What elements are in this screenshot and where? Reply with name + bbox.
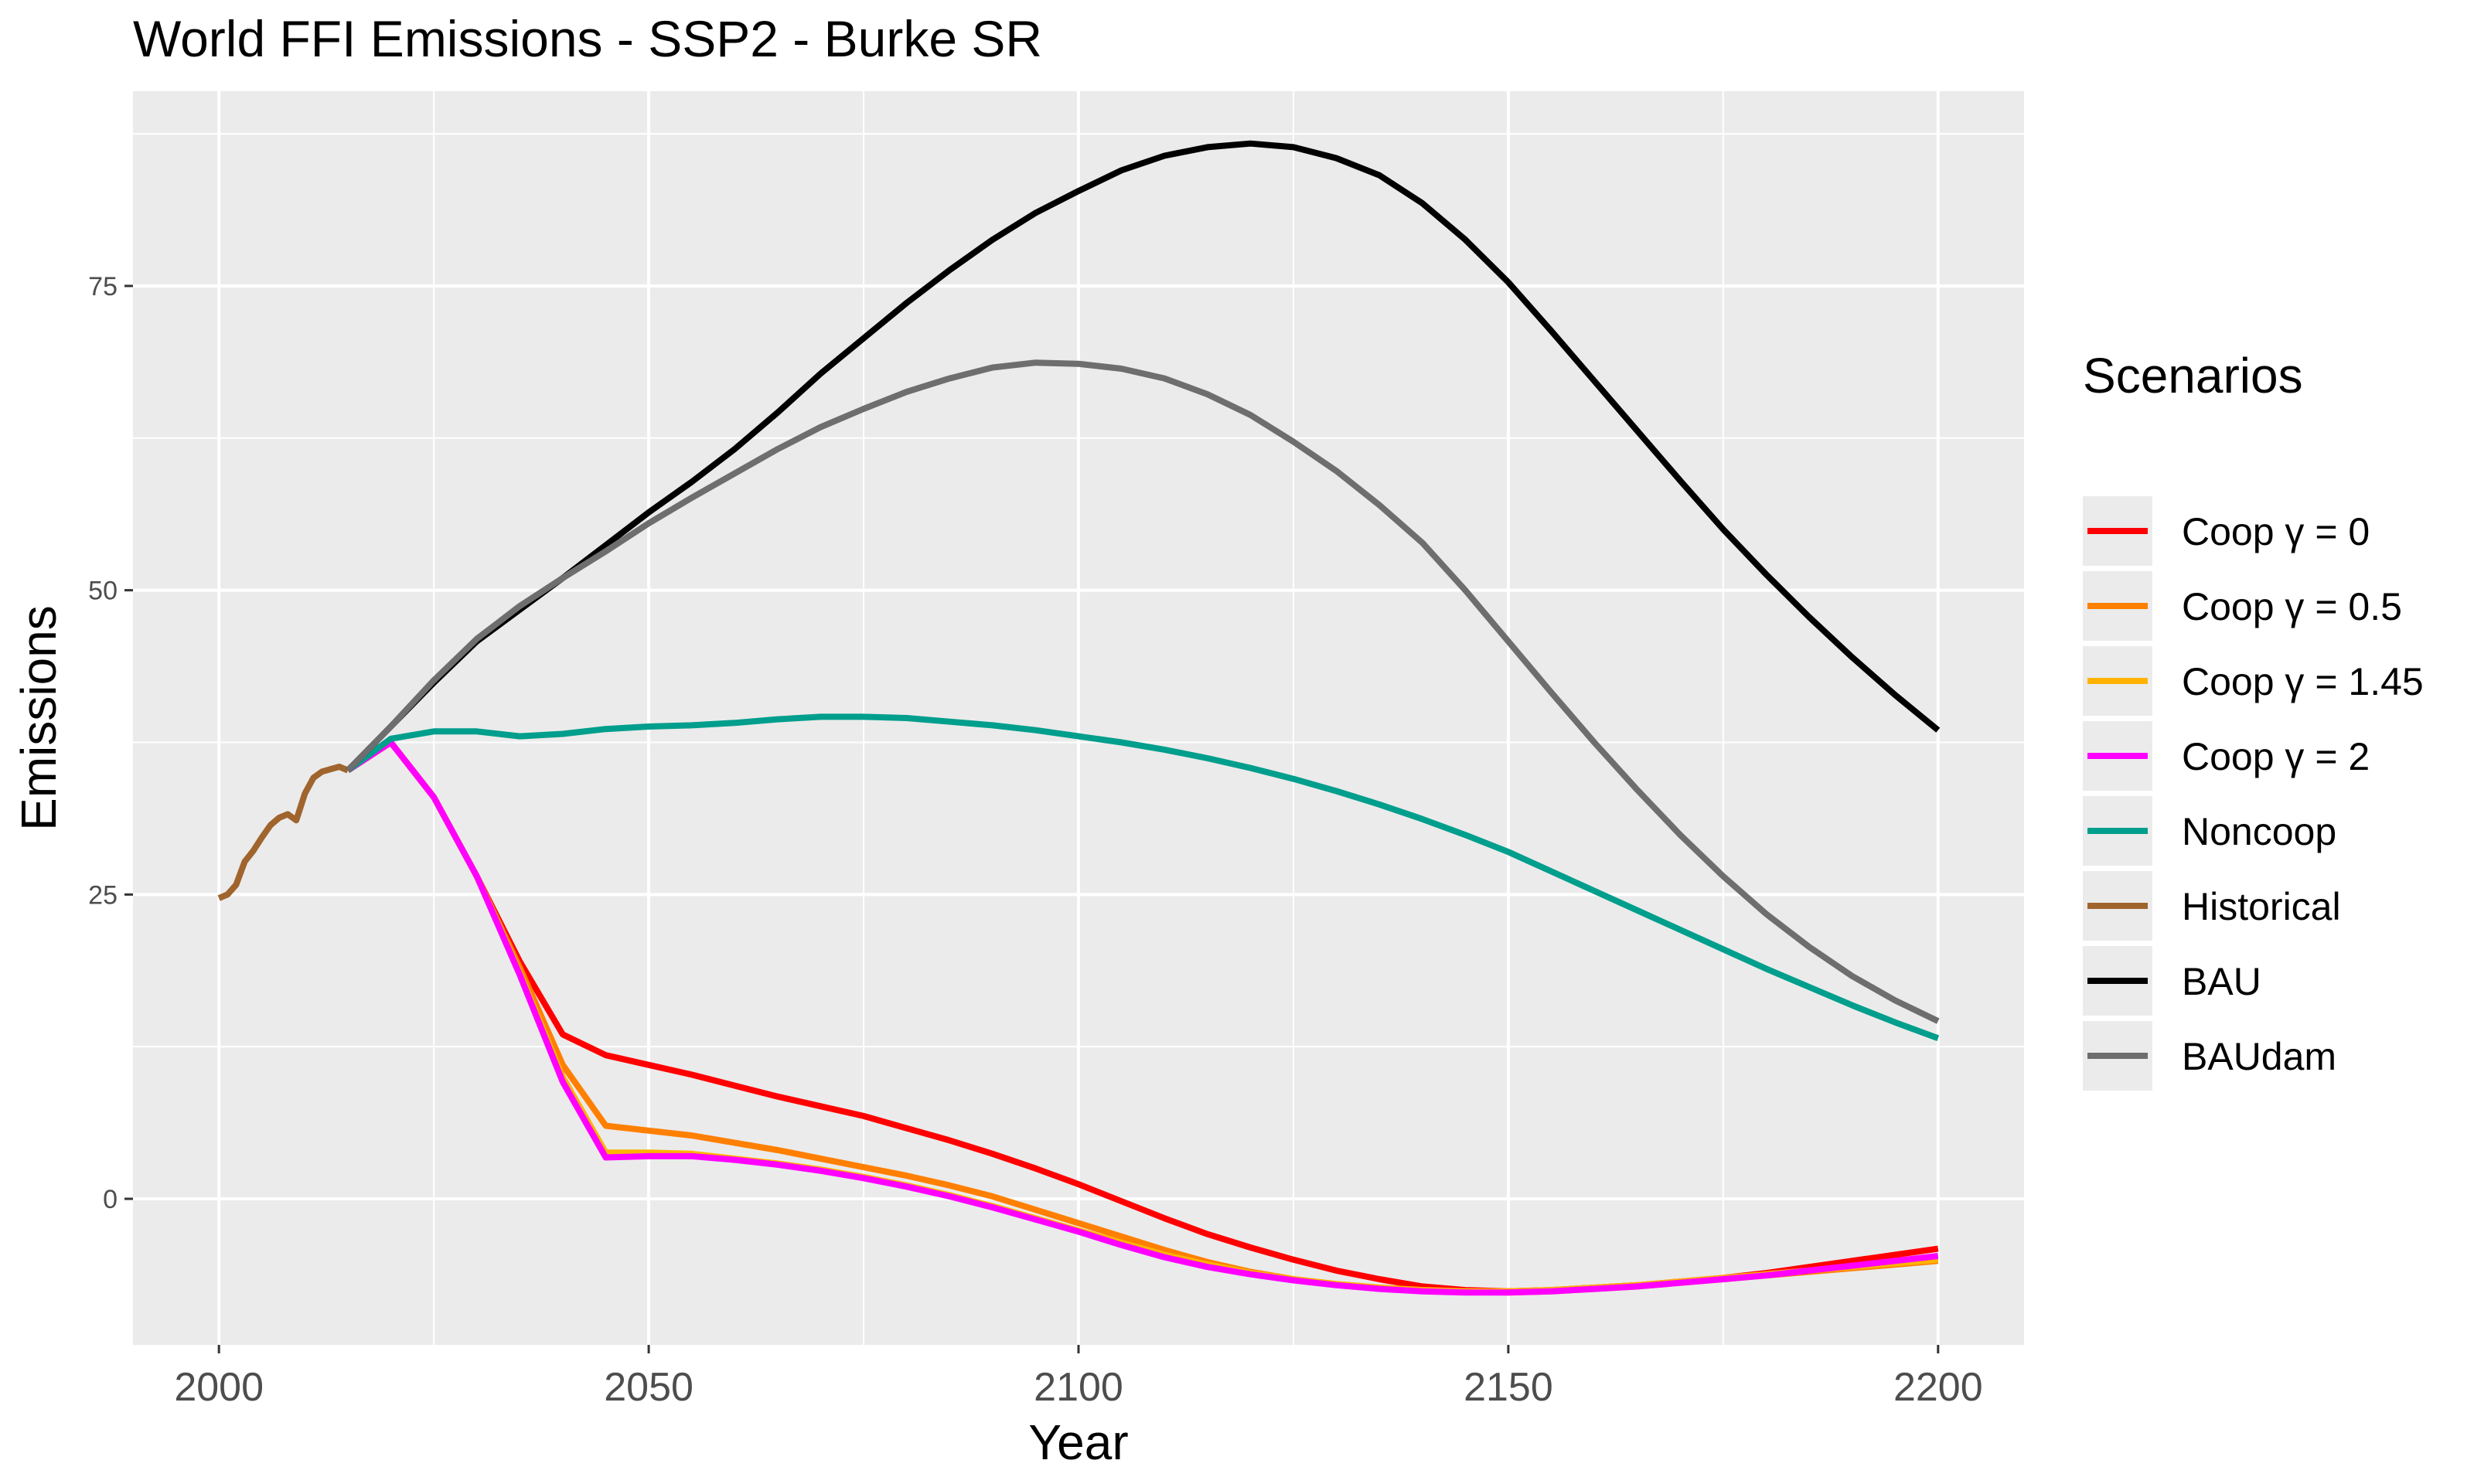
legend-items: Coop γ = 0 Coop γ = 0.5 Coop γ = 1.45 Coop … (2083, 496, 2424, 1091)
legend-item-noncoop: Noncoop (2083, 796, 2336, 866)
x-tick-labels: 2000 2050 2100 2150 2200 (174, 1365, 1982, 1410)
legend-label-coop-2: Coop γ = 2 (2182, 735, 2370, 778)
x-axis-title: Year (1028, 1414, 1128, 1470)
legend-label-coop-0: Coop γ = 0 (2182, 510, 2370, 553)
y-tick-label: 50 (88, 577, 118, 606)
legend-label-coop-05: Coop γ = 0.5 (2182, 585, 2402, 628)
chart-title: World FFI Emissions - SSP2 - Burke SR (133, 10, 1042, 67)
x-tick-label: 2050 (604, 1365, 693, 1410)
x-tick-label: 2100 (1034, 1365, 1123, 1410)
y-tick-label: 25 (88, 880, 118, 910)
legend-item-historical: Historical (2083, 871, 2341, 941)
series-line-historical (217, 764, 349, 901)
x-tick-label: 2000 (174, 1365, 264, 1410)
legend-item-coop-145: Coop γ = 1.45 (2083, 646, 2424, 716)
series-line-coop-2 (346, 739, 1939, 1296)
y-tick-label: 0 (103, 1185, 118, 1214)
series-layer (217, 140, 1941, 1296)
legend-label-historical: Historical (2182, 885, 2341, 928)
x-tick-label: 2150 (1464, 1365, 1553, 1410)
legend-label-noncoop: Noncoop (2182, 810, 2336, 853)
legend-label-bau: BAU (2182, 960, 2261, 1003)
axis-ticks (124, 284, 1940, 1353)
series-line-baudam (346, 359, 1940, 1024)
legend-item-coop-2: Coop γ = 2 (2083, 721, 2370, 791)
grid-lines (133, 91, 2024, 1345)
series-line-noncoop (346, 713, 1940, 1041)
legend-title: Scenarios (2083, 348, 2303, 403)
x-tick-label: 2200 (1893, 1365, 1983, 1410)
legend-label-coop-145: Coop γ = 1.45 (2182, 660, 2424, 703)
series-line-bau (346, 140, 1941, 773)
y-axis-title: Emissions (11, 605, 66, 831)
legend-item-coop-05: Coop γ = 0.5 (2083, 571, 2402, 641)
y-tick-label: 75 (88, 272, 118, 301)
legend-label-baudam: BAUdam (2182, 1035, 2336, 1078)
legend-item-baudam: BAUdam (2083, 1021, 2336, 1091)
legend-item-coop-0: Coop γ = 0 (2083, 496, 2370, 566)
legend-item-bau: BAU (2083, 946, 2261, 1016)
y-tick-labels: 0 25 50 75 (88, 272, 118, 1214)
